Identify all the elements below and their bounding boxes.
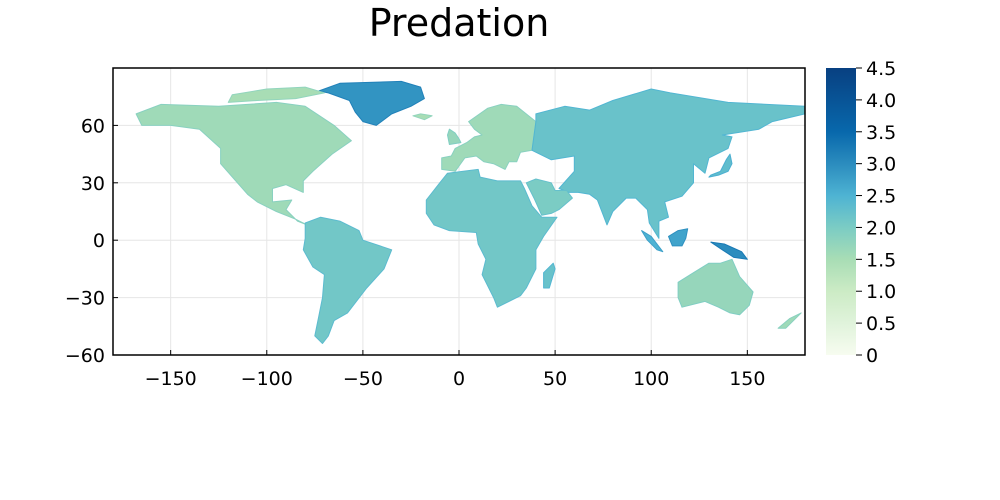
- y-tick-label-2: 0: [93, 230, 105, 252]
- region-greenland: [318, 80, 425, 126]
- region-madagascar: [543, 262, 556, 289]
- region-japan: [708, 153, 733, 178]
- x-tick-label-0: −150: [145, 368, 197, 390]
- colorbar-axis: 0 0.5 1.0 1.5 2.0 2.5 3.0 3.5 4.0 4.5: [856, 58, 896, 367]
- colorbar-tick-label-7: 3.5: [866, 122, 896, 144]
- region-great-britain: [447, 128, 462, 145]
- region-sumatra: [641, 230, 664, 253]
- region-south-america: [302, 216, 393, 344]
- colorbar-tick-label-5: 2.5: [866, 186, 896, 208]
- x-tick-label-2: −50: [343, 368, 383, 390]
- y-tick-label-4: 60: [81, 115, 105, 137]
- region-arabia: [525, 178, 573, 216]
- land-regions: [135, 80, 805, 344]
- colorbar-tick-label-0: 0: [866, 345, 878, 367]
- colorbar-tick-label-3: 1.5: [866, 249, 896, 271]
- colorbar-tick-label-4: 2.0: [866, 217, 896, 239]
- region-new-guinea: [710, 241, 748, 260]
- region-iceland: [412, 113, 433, 121]
- colorbar-tick-label-6: 3.0: [866, 154, 896, 176]
- y-tick-label-0: −60: [65, 345, 105, 367]
- chart-title: Predation: [369, 1, 550, 45]
- x-tick-label-5: 100: [633, 368, 669, 390]
- region-borneo: [668, 228, 689, 247]
- y-tick-label-3: 30: [81, 173, 105, 195]
- region-asia: [531, 88, 805, 239]
- region-new-zealand: [777, 312, 802, 329]
- colorbar-tick-label-1: 0.5: [866, 313, 896, 335]
- y-tick-label-1: −30: [65, 288, 105, 310]
- region-africa: [425, 168, 558, 308]
- colorbar: [826, 68, 856, 355]
- colorbar-tick-label-8: 4.0: [866, 90, 896, 112]
- x-tick-label-4: 50: [543, 368, 567, 390]
- x-tick-label-1: −100: [241, 368, 293, 390]
- y-axis: −60 −30 0 30 60: [65, 115, 118, 367]
- region-canadian-arctic-islands: [227, 86, 325, 103]
- x-tick-label-6: 150: [729, 368, 765, 390]
- colorbar-tick-label-9: 4.5: [866, 58, 896, 80]
- colorbar-tick-label-2: 1.0: [866, 281, 896, 303]
- region-australia: [677, 258, 754, 316]
- region-north-america: [135, 101, 352, 226]
- x-tick-label-3: 0: [453, 368, 465, 390]
- x-axis: −150 −100 −50 0 50 100 150: [145, 350, 765, 390]
